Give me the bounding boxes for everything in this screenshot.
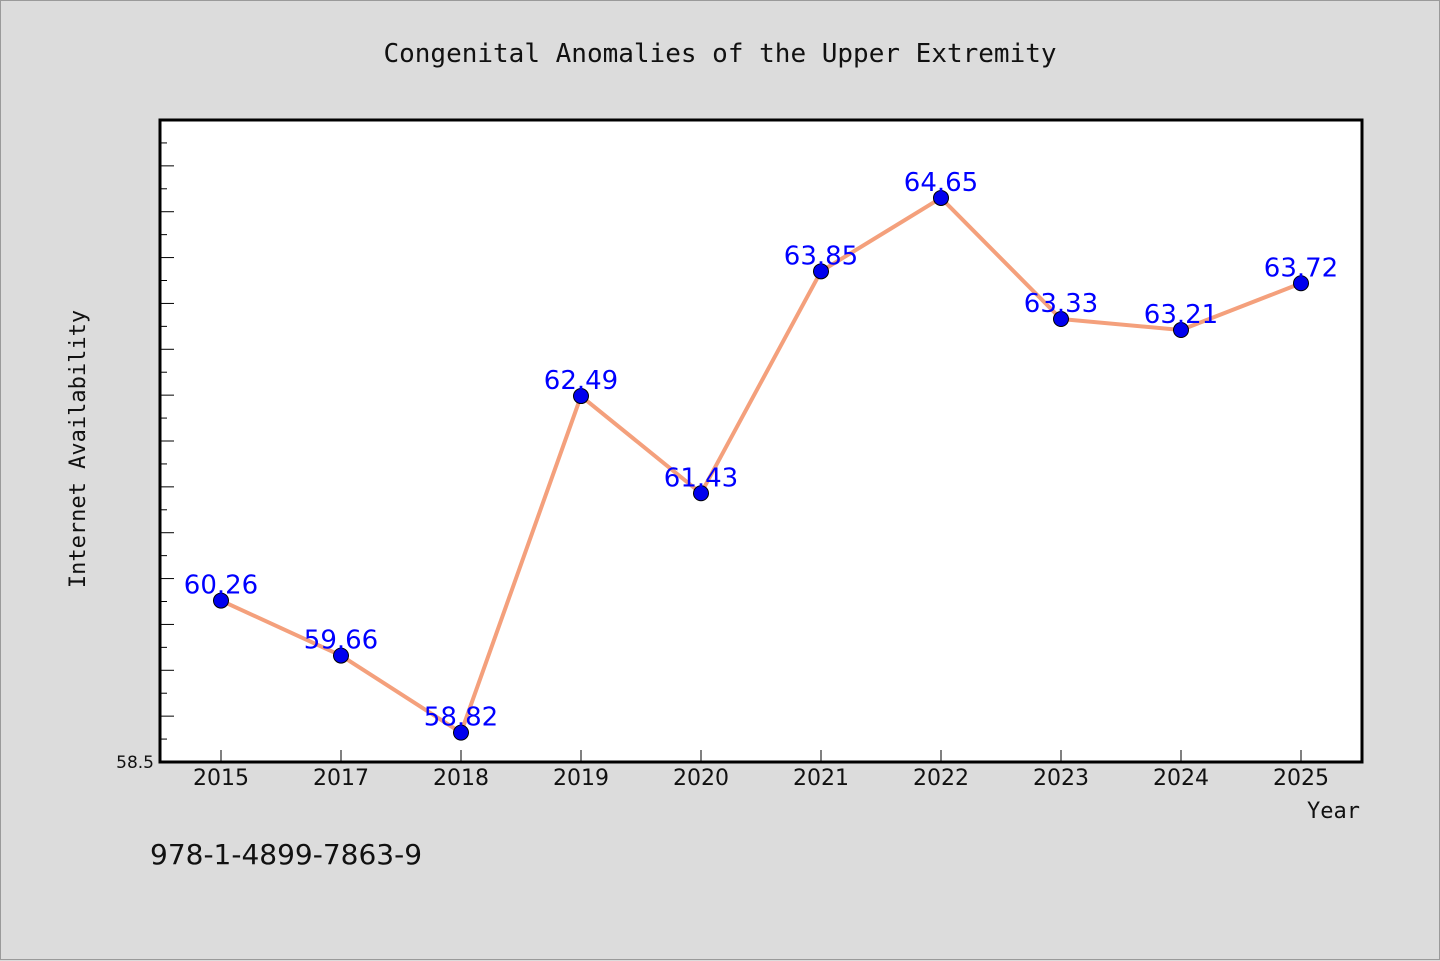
x-tick-label: 2025 bbox=[1273, 766, 1329, 791]
data-point bbox=[333, 647, 349, 664]
data-point bbox=[573, 388, 589, 405]
data-label: 63.72 bbox=[1264, 253, 1338, 283]
x-tick-label: 2022 bbox=[913, 766, 969, 791]
y-axis-label: Internet Availability bbox=[66, 310, 91, 588]
data-point bbox=[1053, 311, 1069, 328]
plot-area bbox=[158, 118, 1364, 764]
series-line bbox=[220, 195, 1302, 735]
x-tick-label: 2015 bbox=[193, 766, 249, 791]
y-axis-ticks bbox=[160, 119, 174, 763]
data-point bbox=[1293, 275, 1309, 292]
data-label: 63.33 bbox=[1024, 289, 1098, 319]
data-point bbox=[813, 263, 829, 280]
x-axis-ticks: 2015 2017 2018 2019 2020 2021 2022 2023 2024 2025 bbox=[193, 750, 1329, 791]
data-label: 63.21 bbox=[1144, 300, 1218, 330]
x-tick-label: 2021 bbox=[793, 766, 849, 791]
data-point bbox=[1173, 322, 1189, 339]
series-layer: 60.26 59.66 58.82 62.49 61.43 63.85 64.65 63.33… bbox=[184, 168, 1338, 741]
y-tick-label: 58.5 bbox=[116, 753, 154, 773]
data-label: 64.65 bbox=[904, 168, 978, 198]
x-tick-label: 2024 bbox=[1153, 766, 1209, 791]
chart-title: Congenital Anomalies of the Upper Extrem… bbox=[383, 39, 1056, 69]
data-point bbox=[213, 592, 229, 609]
x-tick-label: 2018 bbox=[433, 766, 489, 791]
x-axis-label: Year bbox=[1307, 799, 1360, 824]
x-tick-label: 2020 bbox=[673, 766, 729, 791]
data-label: 60.26 bbox=[184, 571, 258, 601]
x-tick-label: 2017 bbox=[313, 766, 369, 791]
data-label: 63.85 bbox=[784, 241, 858, 271]
data-label: 59.66 bbox=[304, 626, 378, 656]
data-label: 61.43 bbox=[664, 463, 738, 493]
data-point bbox=[693, 485, 709, 502]
data-label: 58.82 bbox=[424, 703, 498, 733]
x-tick-label: 2023 bbox=[1033, 766, 1089, 791]
data-point bbox=[933, 189, 949, 206]
data-label: 62.49 bbox=[544, 366, 618, 396]
data-point bbox=[453, 724, 469, 741]
isbn-text: 978-1-4899-7863-9 bbox=[150, 838, 422, 871]
x-tick-label: 2019 bbox=[553, 766, 609, 791]
